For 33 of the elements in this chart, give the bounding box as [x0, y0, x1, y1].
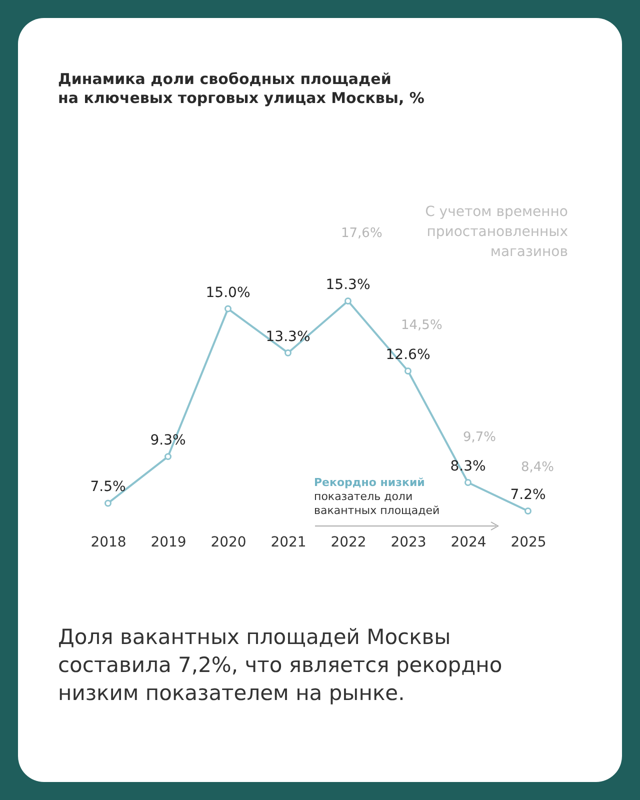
- point: [404, 368, 412, 374]
- point: [104, 500, 112, 507]
- text: Доля вакантных площадей Москвы составила 7,2%, что является рекордно низким показателем на рынке.: [58, 624, 502, 707]
- point: [164, 453, 172, 460]
- x-tick-label: 2022: [330, 534, 366, 550]
- point: [464, 479, 472, 486]
- data-label: 7.2%: [510, 487, 546, 503]
- x-tick-label: 2019: [150, 534, 186, 550]
- x-tick-label: 2021: [270, 534, 306, 550]
- chart-title: Динамика доли свободных площадей на ключевых торговых улицах Москвы, %: [58, 70, 424, 108]
- text: 17,6%: [341, 226, 382, 241]
- annotation: 14,5%: [401, 318, 442, 333]
- point: [224, 305, 232, 312]
- data-label: 12.6%: [386, 347, 430, 363]
- text: С учетом временно приостановленных магазинов: [425, 203, 568, 262]
- data-label: 8.3%: [450, 458, 486, 474]
- data-label: 9.3%: [150, 432, 186, 449]
- annotation: показатель доли вакантных площадей: [314, 490, 440, 518]
- x-tick-label: 2024: [450, 534, 486, 550]
- data-label: 7.5%: [90, 479, 126, 496]
- annotation: 9,7%: [463, 430, 496, 445]
- x-tick-label: 2023: [390, 534, 426, 550]
- annotation: 8,4%: [521, 460, 554, 475]
- point: [344, 298, 352, 304]
- point: [284, 349, 292, 356]
- annotation: Рекордно низкий: [314, 476, 425, 489]
- x-tick-label: 2025: [510, 534, 546, 550]
- data-label: 13.3%: [266, 328, 310, 345]
- x-tick-label: 2018: [90, 534, 126, 550]
- data-label: 15.0%: [206, 284, 250, 301]
- x-tick-label: 2020: [210, 534, 246, 550]
- point: [524, 508, 532, 514]
- data-label: 15.3%: [326, 277, 370, 293]
